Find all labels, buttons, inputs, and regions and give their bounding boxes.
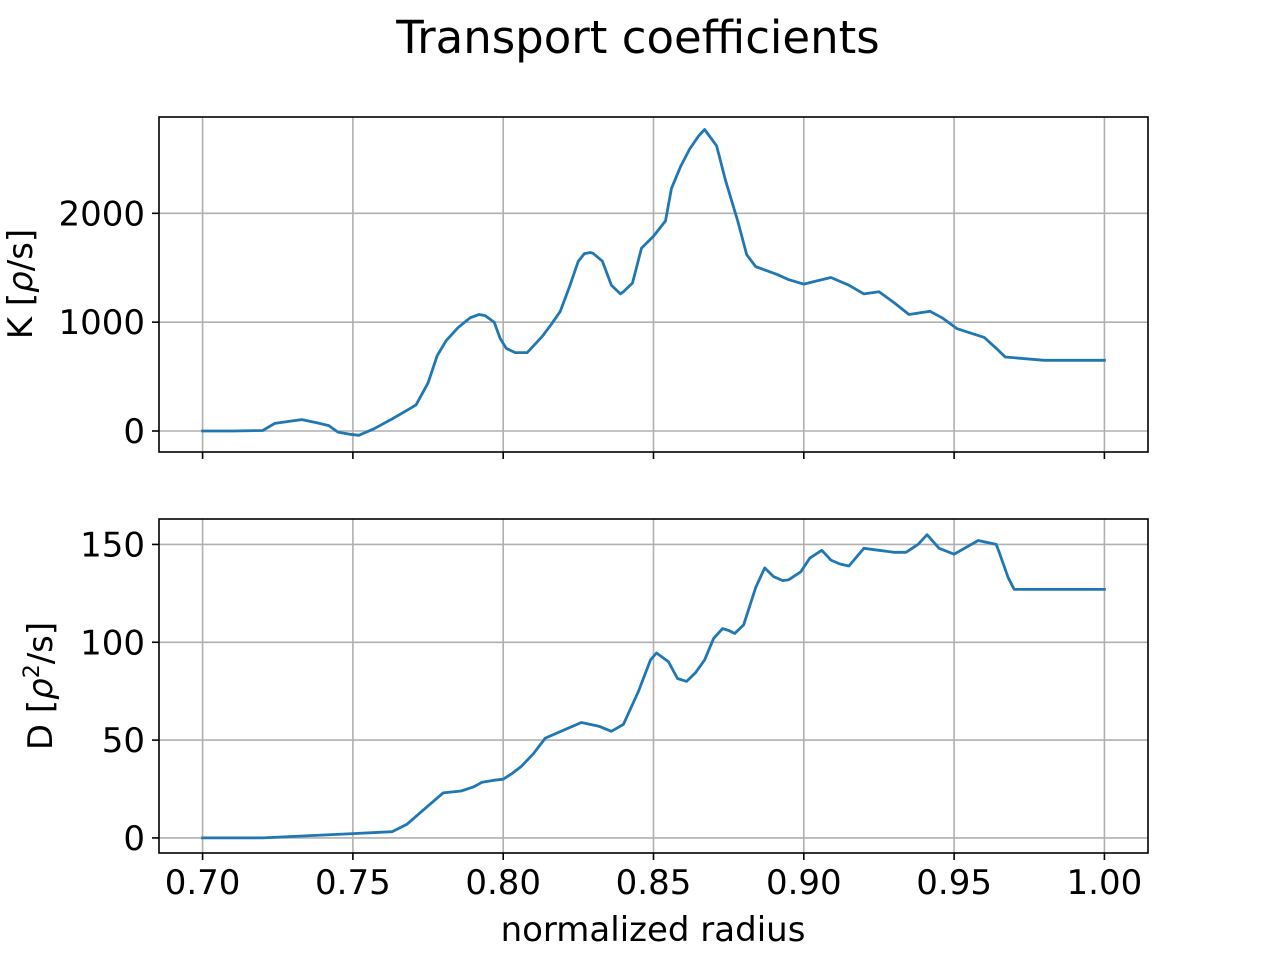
k-ylabel-main: K [ [1,293,41,339]
d-xtick-label-0: 0.70 [165,863,241,903]
d-ytick-label-3: 150 [80,525,145,565]
d-xtick-label-1: 0.75 [315,863,391,903]
k-ylabel: K [ρ/s] [1,229,41,339]
k-series-line-0 [201,128,1106,437]
d-series-line-0 [201,533,1106,840]
k-ytick-label-1: 1000 [58,303,145,343]
d-ylabel-symbol: ρ [21,678,61,700]
k-coefficient-panel: K [ρ/s] 0 1000 2000 [1,116,1149,459]
d-gridlines [159,519,1148,853]
d-ylabel-superscript: 2 [20,664,45,678]
d-xtick-label-6: 1.00 [1067,863,1143,903]
d-xtick-label-3: 0.85 [616,863,692,903]
k-ytick-label-0: 0 [123,412,145,452]
d-xtick-label-2: 0.80 [465,863,541,903]
d-ytick-label-0: 0 [123,819,145,859]
figure-title: Transport coefficients [395,11,879,64]
x-axis-label: normalized radius [501,910,806,950]
d-xtick-label-5: 0.95 [916,863,992,903]
k-ylabel-symbol: ρ [1,271,41,293]
k-ytick-label-2: 2000 [58,194,145,234]
k-gridlines [159,117,1148,452]
d-ylabel-tail: /s] [21,622,61,664]
d-ytick-label-2: 100 [80,623,145,663]
d-ylabel: D [ρ2/s] [20,622,61,750]
k-ylabel-tail: /s] [1,229,41,271]
d-xtick-label-4: 0.90 [766,863,842,903]
d-ytick-label-1: 50 [102,721,145,761]
d-coefficient-panel: D [ρ2/s] normalized radius 0.70 0.75 0.80 0… [20,518,1149,950]
d-ylabel-main: D [ [21,700,61,750]
